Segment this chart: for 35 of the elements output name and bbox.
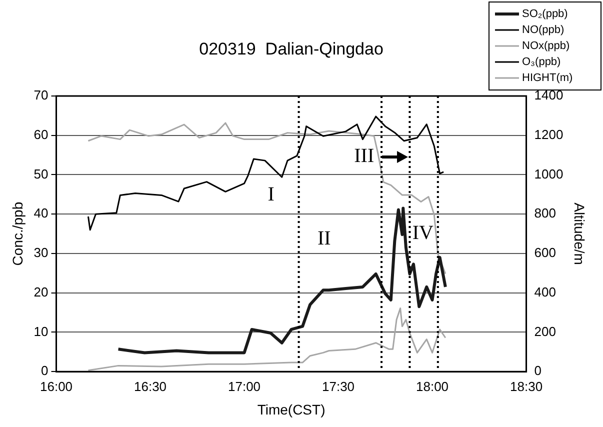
legend-label: NO(ppb) (522, 24, 564, 36)
x-tick-label: 18:30 (510, 378, 543, 394)
y2-tick-label: 1400 (534, 88, 564, 103)
y-axis-title: Conc./ppb (9, 202, 26, 266)
y-tick-label: 60 (34, 126, 48, 142)
x-tick-label: 18:00 (416, 378, 449, 394)
x-tick-label: 17:30 (322, 378, 355, 394)
y2-axis-title: Altitude/m (572, 202, 588, 265)
y-tick-label: 20 (34, 284, 48, 300)
y2-tick-label: 400 (534, 284, 556, 300)
legend-label: SO₂(ppb) (522, 8, 568, 20)
x-tick-label: 17:00 (228, 378, 261, 394)
x-tick-label: 16:00 (40, 378, 73, 394)
y2-tick-label: 200 (534, 324, 556, 339)
x-axis-title: Time(CST) (257, 401, 326, 418)
annotation: IV (412, 222, 434, 244)
legend-label: O₃(ppb) (522, 56, 561, 68)
annotation: I (268, 183, 274, 206)
y-tick-label: 40 (34, 206, 48, 221)
y2-tick-label: 800 (534, 206, 556, 221)
y2-tick-label: 1200 (534, 126, 564, 142)
y-tick-label: 70 (34, 88, 48, 103)
annotation: III (354, 144, 374, 167)
y-tick-label: 0 (41, 363, 48, 378)
legend-label: HIGHT(m) (522, 72, 573, 84)
x-tick-label: 16:30 (134, 378, 167, 394)
chart-title: 020319 Dalian-Qingdao (199, 40, 384, 59)
annotation: II (318, 228, 331, 250)
y2-tick-label: 0 (534, 363, 542, 378)
y-tick-label: 30 (34, 245, 48, 260)
y2-tick-label: 600 (534, 245, 556, 260)
y-tick-label: 10 (34, 324, 48, 339)
legend-label: NOx(ppb) (522, 40, 570, 52)
y-tick-label: 50 (34, 166, 48, 182)
y2-tick-label: 1000 (534, 166, 564, 182)
